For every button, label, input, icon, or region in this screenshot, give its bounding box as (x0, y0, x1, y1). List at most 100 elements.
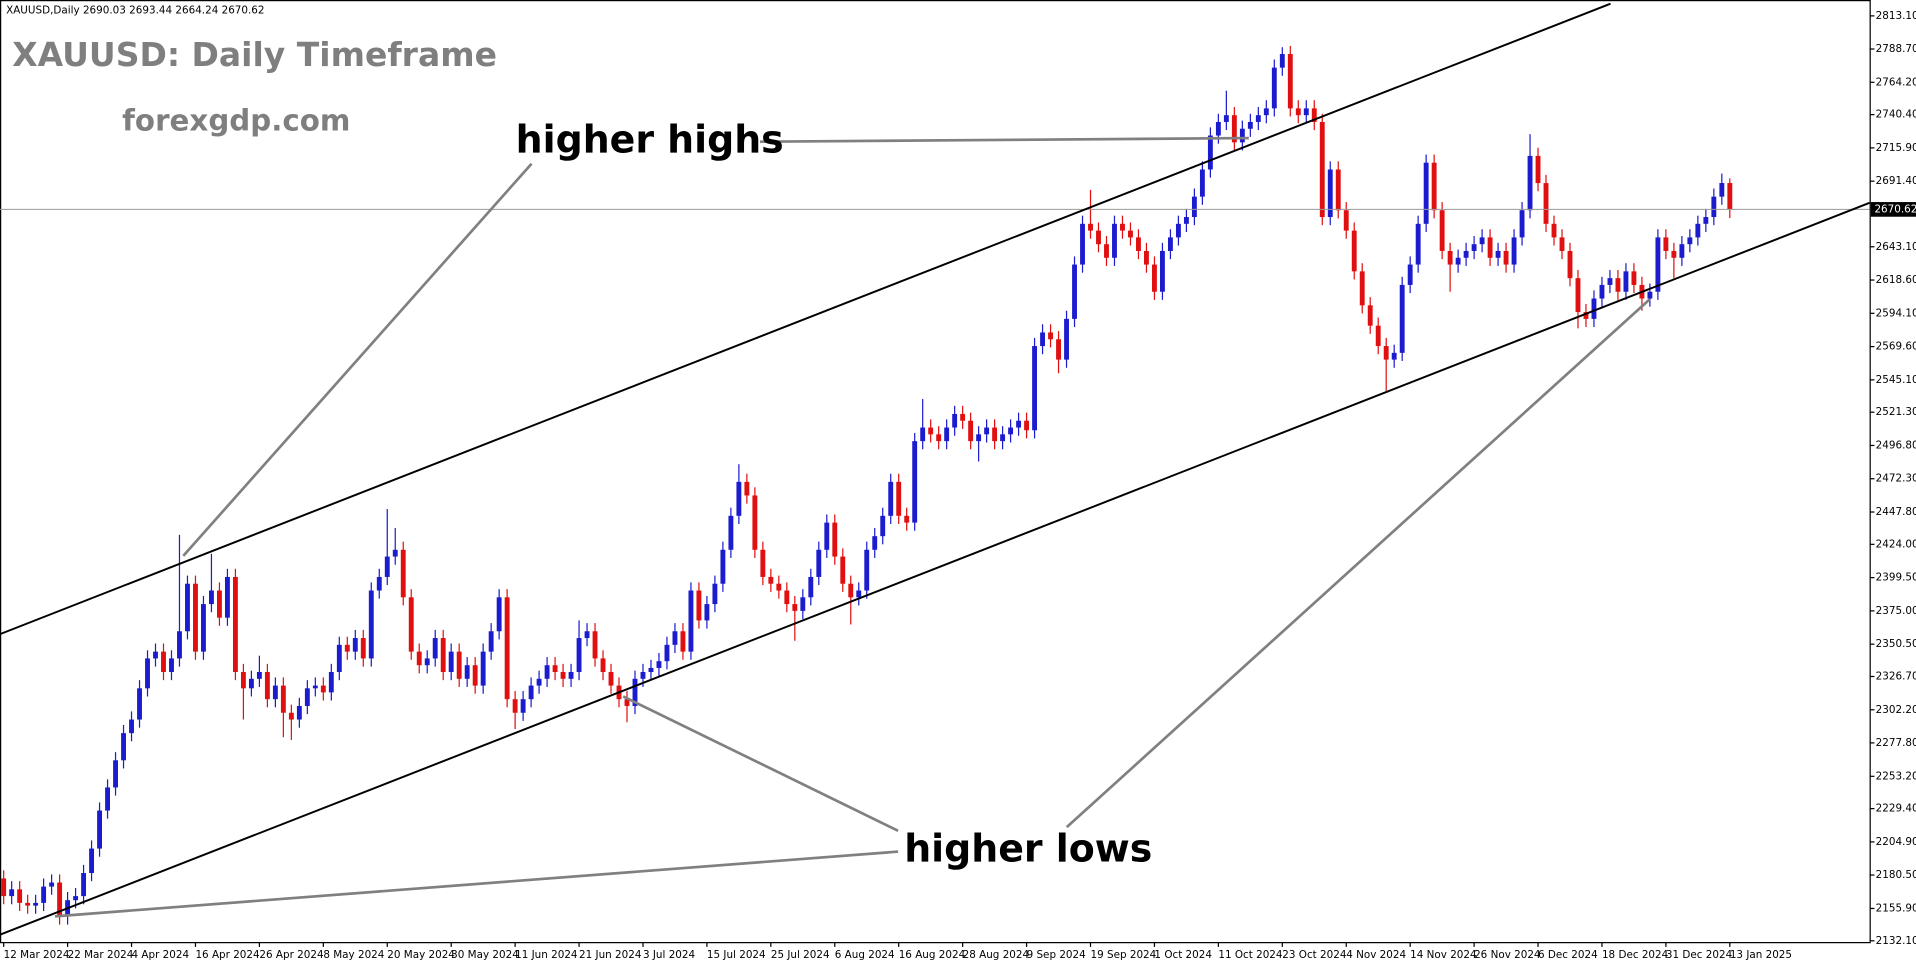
candle-body (368, 590, 374, 659)
candle-body (1000, 434, 1006, 442)
candle-body (1495, 250, 1501, 258)
candle-body (1391, 352, 1397, 360)
candle-body (1335, 169, 1341, 211)
x-tick-label: 6 Aug 2024 (835, 949, 895, 961)
candle-body (976, 434, 982, 442)
x-tick-label: 22 Mar 2024 (68, 949, 134, 961)
candle-body (832, 522, 838, 557)
candle-body (1303, 108, 1309, 116)
candle-body (720, 549, 726, 584)
candle-body (264, 672, 270, 700)
candle-body (1191, 196, 1197, 218)
x-tick-label: 4 Apr 2024 (132, 949, 190, 961)
candle-body (1511, 237, 1517, 265)
candle-body (512, 699, 518, 713)
candle-body (1551, 223, 1557, 238)
x-tick-label: 16 Aug 2024 (899, 949, 966, 961)
x-tick-label: 20 May 2024 (387, 949, 455, 961)
y-tick-label: 2277.80 (1876, 737, 1916, 749)
y-tick-label: 2204.90 (1876, 836, 1916, 848)
x-tick-label: 25 Jul 2024 (771, 949, 830, 961)
candle-body (1527, 155, 1533, 211)
x-tick-label: 4 Nov 2024 (1346, 949, 1406, 961)
candle-body (392, 549, 398, 557)
candle-body (1056, 339, 1061, 360)
candle-body (1719, 183, 1725, 197)
y-tick-label: 2424.00 (1876, 538, 1916, 550)
y-tick-label: 2229.40 (1876, 803, 1916, 815)
candle-body (1263, 108, 1269, 116)
candle-body (312, 685, 318, 689)
annotation: higher lows (904, 826, 1152, 870)
candle-body (1703, 217, 1709, 224)
candle-body (1072, 264, 1077, 319)
candle-body (672, 631, 678, 645)
y-tick-label: 2180.50 (1876, 869, 1916, 881)
candle-body (1607, 278, 1613, 285)
candle-body (1175, 223, 1181, 238)
candle-body (792, 604, 798, 611)
candle-body (336, 644, 342, 673)
open: 2690.03 (83, 4, 126, 16)
candle-body (768, 576, 774, 584)
candle-body (928, 427, 934, 435)
candle-body (1311, 108, 1317, 122)
candle-body (1407, 264, 1413, 285)
candle-body (376, 576, 382, 591)
x-tick-label: 23 Oct 2024 (1282, 949, 1347, 961)
candle-body (936, 434, 942, 442)
candle-body (344, 644, 350, 652)
candle-body (696, 590, 702, 621)
symbol-header: XAUUSD,Daily 2690.03 2693.44 2664.24 267… (6, 4, 264, 16)
candle-body (1447, 250, 1453, 265)
candle-body (1479, 237, 1485, 245)
candle-body (1575, 278, 1581, 313)
candle-body (1487, 237, 1493, 258)
y-tick-label: 2302.20 (1876, 704, 1916, 716)
x-tick-label: 9 Sep 2024 (1027, 949, 1087, 961)
candle-body (648, 667, 654, 673)
close: 2670.62 (222, 4, 265, 16)
candle-body (1663, 237, 1669, 251)
candle-body (1096, 230, 1101, 245)
pointer (622, 695, 899, 833)
candle-body (752, 495, 758, 550)
pointer (1065, 298, 1651, 829)
candle-body (504, 597, 510, 700)
y-tick-label: 2643.10 (1876, 241, 1916, 253)
x-tick-label: 14 Nov 2024 (1410, 949, 1477, 961)
candle-body (169, 658, 174, 673)
candle-body (328, 672, 334, 693)
chart-subtitle: forexgdp.com (122, 104, 350, 138)
candle-body (688, 590, 694, 652)
y-tick-label: 2545.10 (1876, 374, 1916, 386)
candle-body (712, 583, 718, 605)
candle-body (944, 427, 950, 442)
price-label-box (1870, 202, 1916, 217)
candle-body (33, 902, 39, 906)
candle-body (1655, 237, 1661, 292)
candle-body (9, 889, 15, 897)
candle-body (1599, 284, 1605, 299)
candle-body (41, 886, 47, 903)
plot-frame (0, 0, 1871, 944)
candle-body (432, 638, 438, 659)
x-tick-label: 12 Mar 2024 (4, 949, 70, 961)
candle-body (1215, 121, 1221, 136)
candle-body (1415, 223, 1421, 265)
candle-body (608, 672, 614, 686)
candle-body (193, 583, 198, 652)
candle-body (888, 481, 894, 516)
candle-body (456, 651, 462, 679)
candle-body (1128, 230, 1133, 238)
candle-body (288, 712, 294, 720)
candle-body (384, 556, 390, 577)
candle-body (1727, 183, 1733, 210)
candle-body (1223, 115, 1229, 122)
candle-body (81, 873, 87, 897)
candle-body (800, 597, 806, 611)
candle-body (1543, 183, 1549, 224)
candle-body (272, 685, 278, 700)
candle-body (568, 672, 574, 679)
